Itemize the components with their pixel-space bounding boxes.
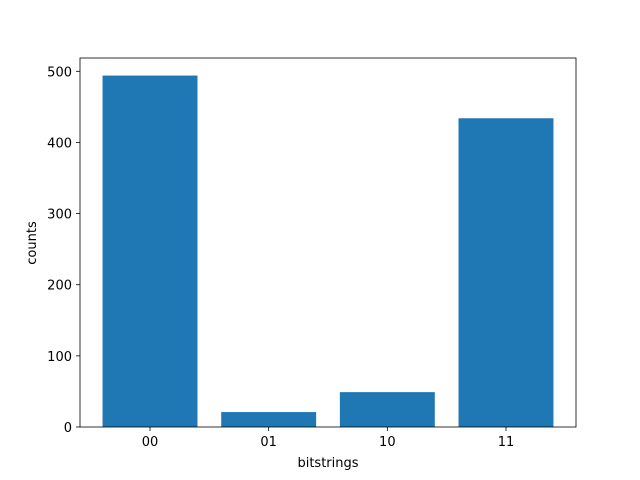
bar [458,118,554,427]
y-tick-label: 500 [47,65,72,80]
y-tick-label: 0 [64,421,72,436]
y-tick-label: 100 [47,350,72,365]
y-tick-label: 300 [47,208,72,223]
x-axis-label: bitstrings [297,456,358,471]
x-tick-label: 11 [498,435,515,450]
plot-frame [79,57,577,428]
x-tick-label: 00 [142,435,159,450]
y-tick-label: 400 [47,136,72,151]
bar [339,392,435,427]
y-tick-label: 200 [47,279,72,294]
x-tick-label: 01 [260,435,277,450]
y-axis-label: counts [25,221,40,265]
x-tick-label: 10 [379,435,396,450]
bar [221,412,317,427]
bar [102,75,198,428]
